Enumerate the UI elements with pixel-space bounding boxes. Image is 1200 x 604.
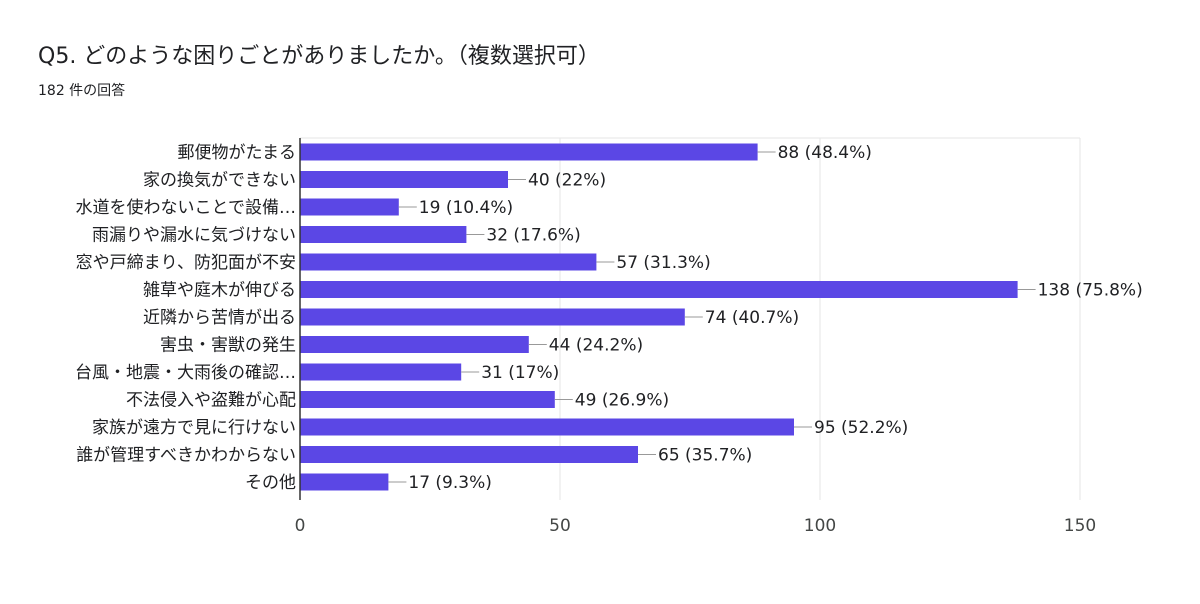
category-label: 台風・地震・大雨後の確認… <box>75 363 296 383</box>
bar <box>300 253 597 271</box>
category-label: 雑草や庭木が伸びる <box>143 281 296 301</box>
bar <box>300 418 794 436</box>
bar-value-label: 17 (9.3%) <box>408 473 492 493</box>
bar-value-label: 19 (10.4%) <box>419 198 513 218</box>
category-label: 近隣から苦情が出る <box>143 308 296 328</box>
category-label: 誰が管理すべきかわからない <box>76 446 296 466</box>
x-tick-label: 0 <box>295 516 306 536</box>
category-label: 家族が遠方で見に行けない <box>92 418 296 438</box>
bar <box>300 198 399 216</box>
bar <box>300 363 462 381</box>
bar-value-label: 57 (31.3%) <box>616 253 710 273</box>
bar <box>300 143 758 161</box>
category-label: 雨漏りや漏水に気づけない <box>92 226 296 246</box>
category-label: 家の換気ができない <box>143 171 296 191</box>
bar-value-label: 138 (75.8%) <box>1038 281 1143 301</box>
bar-value-label: 32 (17.6%) <box>486 226 580 246</box>
bar <box>300 446 638 463</box>
bar-value-label: 40 (22%) <box>528 171 606 191</box>
question-title: Q5. どのような困りごとがありましたか。（複数選択可） <box>38 44 600 69</box>
bar-value-label: 49 (26.9%) <box>575 391 669 411</box>
bar-value-label: 74 (40.7%) <box>705 308 799 328</box>
bar-value-label: 65 (35.7%) <box>658 446 752 466</box>
bar <box>300 226 467 243</box>
x-tick-label: 50 <box>549 516 571 536</box>
bar-value-label: 44 (24.2%) <box>549 336 643 356</box>
x-tick-label: 100 <box>804 516 836 536</box>
category-label: 不法侵入や盗難が心配 <box>126 391 296 411</box>
category-label: 窓や戸締まり、防犯面が不安 <box>76 253 296 273</box>
bar-value-label: 95 (52.2%) <box>814 418 908 438</box>
bar <box>300 336 529 353</box>
bar <box>300 171 508 188</box>
x-tick-label: 150 <box>1064 516 1096 536</box>
bar <box>300 308 685 326</box>
bar <box>300 391 555 408</box>
category-label: 郵便物がたまる <box>178 143 297 163</box>
bar-value-label: 88 (48.4%) <box>778 143 872 163</box>
response-count: 182 件の回答 <box>38 83 126 99</box>
category-label: 水道を使わないことで設備… <box>76 197 297 218</box>
bar <box>300 281 1018 298</box>
category-label: その他 <box>245 473 296 493</box>
bar <box>300 473 389 491</box>
bar-value-label: 31 (17%) <box>481 363 559 383</box>
category-label: 害虫・害獣の発生 <box>160 336 296 356</box>
